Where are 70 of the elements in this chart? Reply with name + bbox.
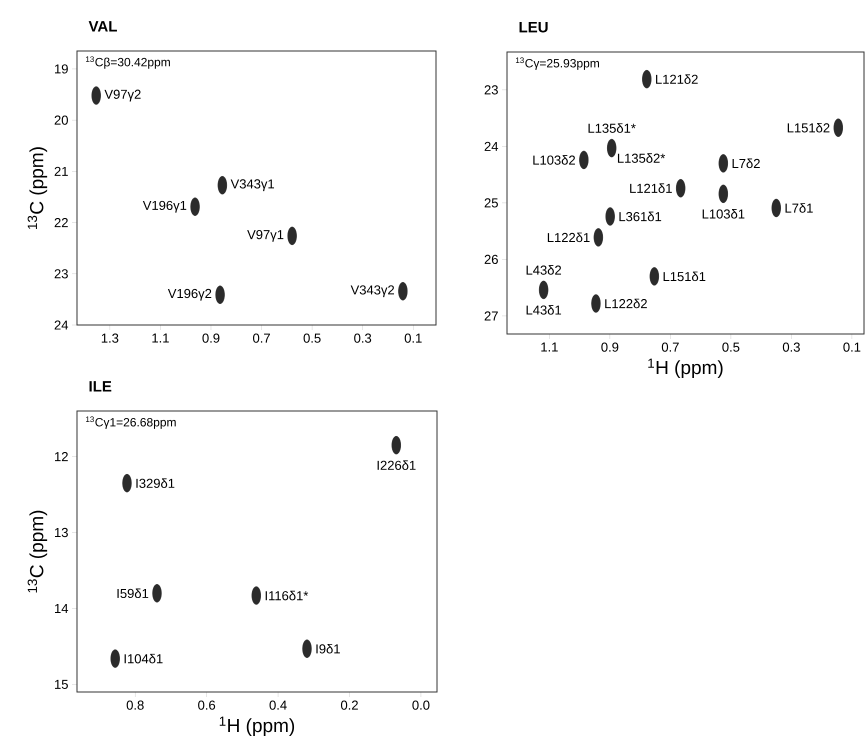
x-tick-label: 0.5 [722, 342, 740, 352]
annotation: L151δ1 [664, 272, 706, 282]
y-tick-label: 27 [484, 311, 498, 320]
annotation: V196γ2 [168, 288, 212, 301]
annotation: L121δ2 [656, 74, 698, 84]
x-tick-label: 0.9 [202, 334, 220, 343]
y-tick-label: 26 [484, 254, 498, 264]
y-tick-label: 24 [484, 142, 498, 151]
y-tick-label: 19 [54, 64, 68, 74]
annotation: I104δ1 [124, 654, 163, 664]
annotation: L43δ1 [526, 305, 562, 315]
annotation: L135δ1* [588, 123, 636, 133]
annotation: V196γ1 [142, 200, 186, 213]
annotation: L103δ1 [702, 209, 744, 219]
annotation: L7δ2 [732, 158, 760, 168]
annotation: I9δ1 [316, 644, 340, 654]
x-axis-title: $^{1}$H (ppm) [648, 358, 723, 378]
annotation: $^{13}$Cγ=25.93ppm [516, 57, 599, 70]
annotation: L122δ1 [548, 232, 590, 242]
x-tick-label: 1.1 [541, 342, 558, 352]
y-tick-label: 23 [484, 85, 498, 94]
x-tick-label: 0.2 [340, 700, 358, 710]
x-tick-label: 1.1 [152, 334, 169, 342]
y-tick-label: 24 [54, 320, 68, 330]
annotation: $^{13}$Cβ=30.42ppm [86, 56, 170, 69]
chart-title: ILE [90, 381, 112, 392]
annotation: I226δ1 [378, 460, 416, 470]
chart-title: VAL [88, 21, 117, 32]
x-tick-label: 0.3 [782, 342, 800, 352]
x-tick-label: 0.3 [354, 334, 372, 343]
x-tick-label: 0.7 [253, 334, 270, 343]
annotation: L43δ2 [526, 265, 562, 275]
y-tick-label: 13 [54, 528, 68, 538]
annotation: L122δ2 [605, 298, 647, 308]
annotation: I116δ1* [266, 590, 308, 600]
y-tick-label: 22 [54, 218, 68, 228]
x-tick-label: 0.1 [404, 334, 422, 343]
annotation: I329δ1 [136, 478, 174, 488]
x-tick-label: 0.7 [662, 342, 679, 352]
annotation: V343γ2 [350, 285, 394, 298]
annotation: L361δ1 [619, 212, 662, 222]
y-tick-label: 21 [54, 166, 68, 176]
annotation: L135δ2* [618, 153, 666, 163]
x-axis-title: $^{1}$H (ppm) [220, 716, 294, 736]
x-tick-label: 0.6 [198, 700, 216, 710]
y-tick-label: 15 [54, 680, 68, 689]
y-tick-label: 12 [54, 452, 68, 462]
x-tick-label: 0.9 [601, 342, 618, 352]
x-tick-label: 0.1 [843, 342, 860, 352]
annotation: L151δ2 [788, 122, 830, 132]
y-tick-label: 25 [484, 198, 498, 208]
y-tick-label: 23 [54, 269, 68, 278]
x-tick-label: 0.4 [270, 700, 287, 710]
y-tick-label: 20 [54, 116, 68, 125]
annotation: $^{13}$Cγ1=26.68ppm [86, 416, 176, 429]
annotation: V343γ1 [230, 179, 274, 192]
y-axis-title: $^{13}$C (ppm) [28, 510, 48, 592]
x-tick-label: 0.0 [412, 700, 430, 710]
annotation: V97γ1 [247, 230, 284, 242]
y-axis-title: $^{13}$C (ppm) [28, 147, 48, 229]
x-tick-label: 1.3 [102, 334, 118, 343]
x-tick-label: 0.5 [304, 334, 321, 343]
x-tick-label: 0.8 [126, 700, 144, 710]
annotation: L103δ2 [533, 155, 575, 165]
annotation: V97γ2 [104, 90, 141, 102]
annotation: I59δ1 [117, 588, 148, 598]
annotation: L121δ1 [630, 183, 672, 193]
y-tick-label: 14 [54, 604, 68, 613]
annotation: L7δ1 [786, 203, 813, 213]
chart-title: LEU [520, 22, 548, 32]
